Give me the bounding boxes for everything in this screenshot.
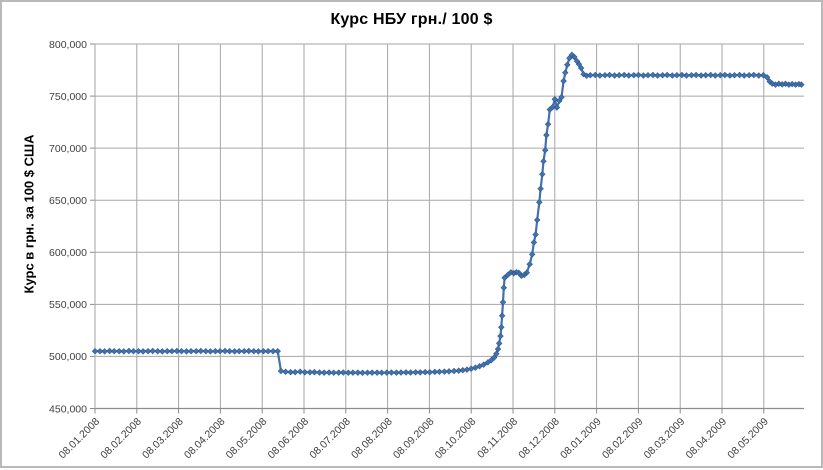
y-tick-label: 650,000 bbox=[49, 195, 87, 207]
series-line bbox=[95, 53, 802, 374]
series-markers bbox=[91, 51, 805, 377]
y-tick-label: 500,000 bbox=[49, 351, 87, 363]
x-tick-label: 08.02.2009 bbox=[600, 416, 646, 462]
x-tick-label: 08.03.2008 bbox=[140, 416, 186, 462]
y-tick-label: 750,000 bbox=[49, 91, 87, 103]
x-tick-label: 08.10.2008 bbox=[433, 416, 479, 462]
x-tick-label: 08.04.2008 bbox=[182, 416, 228, 462]
x-tick-label: 08.05.2008 bbox=[224, 416, 270, 462]
x-tick-label: 08.01.2008 bbox=[56, 416, 102, 462]
x-tick-label: 08.09.2008 bbox=[391, 416, 437, 462]
y-tick-label: 600,000 bbox=[49, 247, 87, 259]
x-tick-label: 08.11.2008 bbox=[475, 416, 520, 461]
x-tick-label: 08.01.2009 bbox=[558, 416, 604, 462]
x-tick-label: 08.08.2008 bbox=[349, 416, 395, 462]
x-tick-label: 08.04.2009 bbox=[683, 416, 729, 462]
x-tick-label: 08.02.2008 bbox=[98, 416, 144, 462]
x-tick-label: 08.03.2009 bbox=[642, 416, 688, 462]
y-tick-label: 450,000 bbox=[49, 403, 87, 415]
y-tick-label: 550,000 bbox=[49, 299, 87, 311]
x-tick-label: 08.06.2008 bbox=[265, 416, 311, 462]
chart-title: Курс НБУ грн./ 100 $ bbox=[330, 11, 493, 28]
y-tick-label: 700,000 bbox=[49, 143, 87, 155]
y-tick-label: 800,000 bbox=[49, 39, 87, 51]
x-tick-label: 08.05.2009 bbox=[725, 416, 771, 462]
x-tick-label: 08.12.2008 bbox=[516, 416, 562, 462]
x-tick-label: 08.07.2008 bbox=[307, 416, 353, 462]
